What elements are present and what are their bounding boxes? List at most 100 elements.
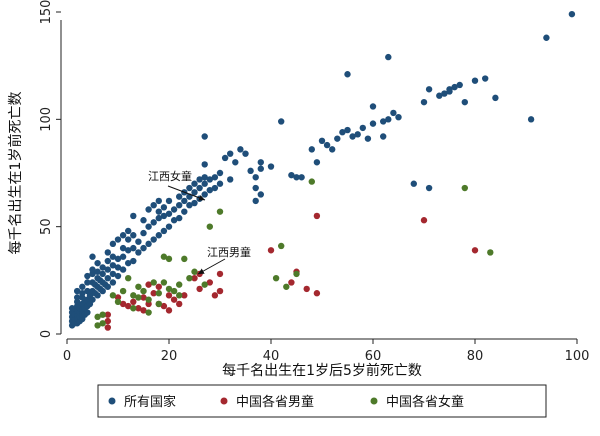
- data-point: [380, 118, 387, 125]
- data-point: [165, 197, 173, 205]
- data-point: [94, 292, 101, 299]
- data-point: [155, 197, 162, 205]
- data-point: [257, 191, 264, 198]
- data-point: [104, 311, 112, 318]
- data-point: [201, 174, 208, 181]
- data-point: [482, 75, 489, 82]
- data-point: [114, 264, 122, 271]
- data-point: [293, 174, 300, 181]
- data-point: [471, 247, 479, 254]
- data-point: [303, 285, 310, 293]
- data-point: [114, 298, 122, 305]
- data-point: [160, 227, 168, 235]
- data-point: [369, 103, 377, 110]
- data-point: [181, 255, 188, 263]
- data-point: [130, 232, 137, 239]
- data-point: [283, 283, 290, 290]
- data-point: [94, 313, 101, 321]
- data-point: [94, 322, 101, 329]
- data-point: [568, 10, 576, 18]
- data-point: [99, 287, 106, 295]
- data-point: [104, 324, 112, 331]
- data-point: [104, 317, 112, 325]
- data-point: [267, 247, 275, 254]
- data-point: [186, 184, 193, 192]
- x-axis-title: 每千名出生在1岁后5岁前死亡数: [222, 362, 422, 379]
- data-point: [354, 131, 361, 138]
- data-point: [298, 174, 305, 181]
- y-tick-label: 50: [39, 218, 54, 235]
- data-point: [165, 210, 173, 217]
- x-tick-label: 60: [365, 349, 382, 364]
- data-point: [385, 53, 392, 61]
- data-point: [119, 266, 127, 273]
- data-point: [84, 272, 91, 280]
- data-point: [135, 283, 142, 290]
- data-point: [410, 180, 417, 187]
- data-point: [165, 285, 173, 293]
- data-point: [79, 283, 86, 290]
- data-point: [201, 281, 208, 288]
- data-point: [201, 133, 208, 140]
- data-point: [196, 176, 203, 183]
- data-point: [272, 274, 280, 282]
- data-point: [446, 88, 453, 95]
- data-point: [109, 253, 117, 260]
- data-point: [527, 116, 535, 123]
- data-point: [487, 249, 494, 256]
- data-point: [140, 287, 147, 295]
- data-point: [318, 137, 326, 144]
- data-point: [155, 283, 162, 290]
- data-point: [160, 253, 168, 260]
- data-point: [130, 292, 137, 299]
- data-point: [130, 298, 137, 305]
- data-point: [471, 77, 479, 84]
- data-point: [104, 266, 112, 273]
- data-point: [140, 229, 147, 237]
- data-point: [84, 279, 91, 286]
- data-point: [125, 302, 132, 310]
- data-point: [288, 171, 295, 179]
- data-point: [160, 279, 168, 286]
- data-point: [114, 255, 122, 263]
- data-point: [191, 189, 198, 196]
- legend-item: 中国各省女童: [370, 394, 464, 410]
- data-point: [155, 214, 162, 222]
- legend-label: 中国各省女童: [386, 394, 464, 410]
- data-point: [165, 292, 173, 299]
- data-point: [125, 227, 132, 235]
- data-point: [288, 279, 295, 286]
- y-tick-label: 150: [39, 0, 54, 24]
- data-point: [216, 287, 224, 295]
- data-point: [135, 305, 142, 312]
- data-point: [242, 150, 249, 157]
- data-point: [329, 146, 336, 153]
- data-point: [170, 287, 178, 295]
- data-point: [278, 242, 285, 250]
- data-point: [425, 184, 433, 192]
- data-point: [461, 184, 468, 192]
- data-point: [89, 253, 96, 260]
- data-point: [160, 212, 168, 220]
- data-point: [170, 296, 178, 303]
- data-point: [84, 309, 91, 316]
- data-point: [99, 264, 106, 271]
- data-point: [191, 180, 198, 187]
- data-point: [94, 268, 101, 275]
- legend-marker: [220, 397, 228, 405]
- data-point: [135, 238, 142, 245]
- data-point: [104, 274, 112, 282]
- data-point: [109, 279, 117, 286]
- data-point: [99, 270, 106, 278]
- data-point: [140, 294, 147, 301]
- annotation-label: 江西男童: [207, 245, 251, 259]
- data-point: [155, 300, 162, 308]
- data-point: [125, 247, 132, 254]
- y-tick-label: 100: [39, 107, 54, 132]
- data-point: [150, 290, 157, 297]
- data-point: [130, 257, 137, 265]
- x-tick-label: 80: [467, 349, 484, 364]
- data-point: [119, 244, 127, 252]
